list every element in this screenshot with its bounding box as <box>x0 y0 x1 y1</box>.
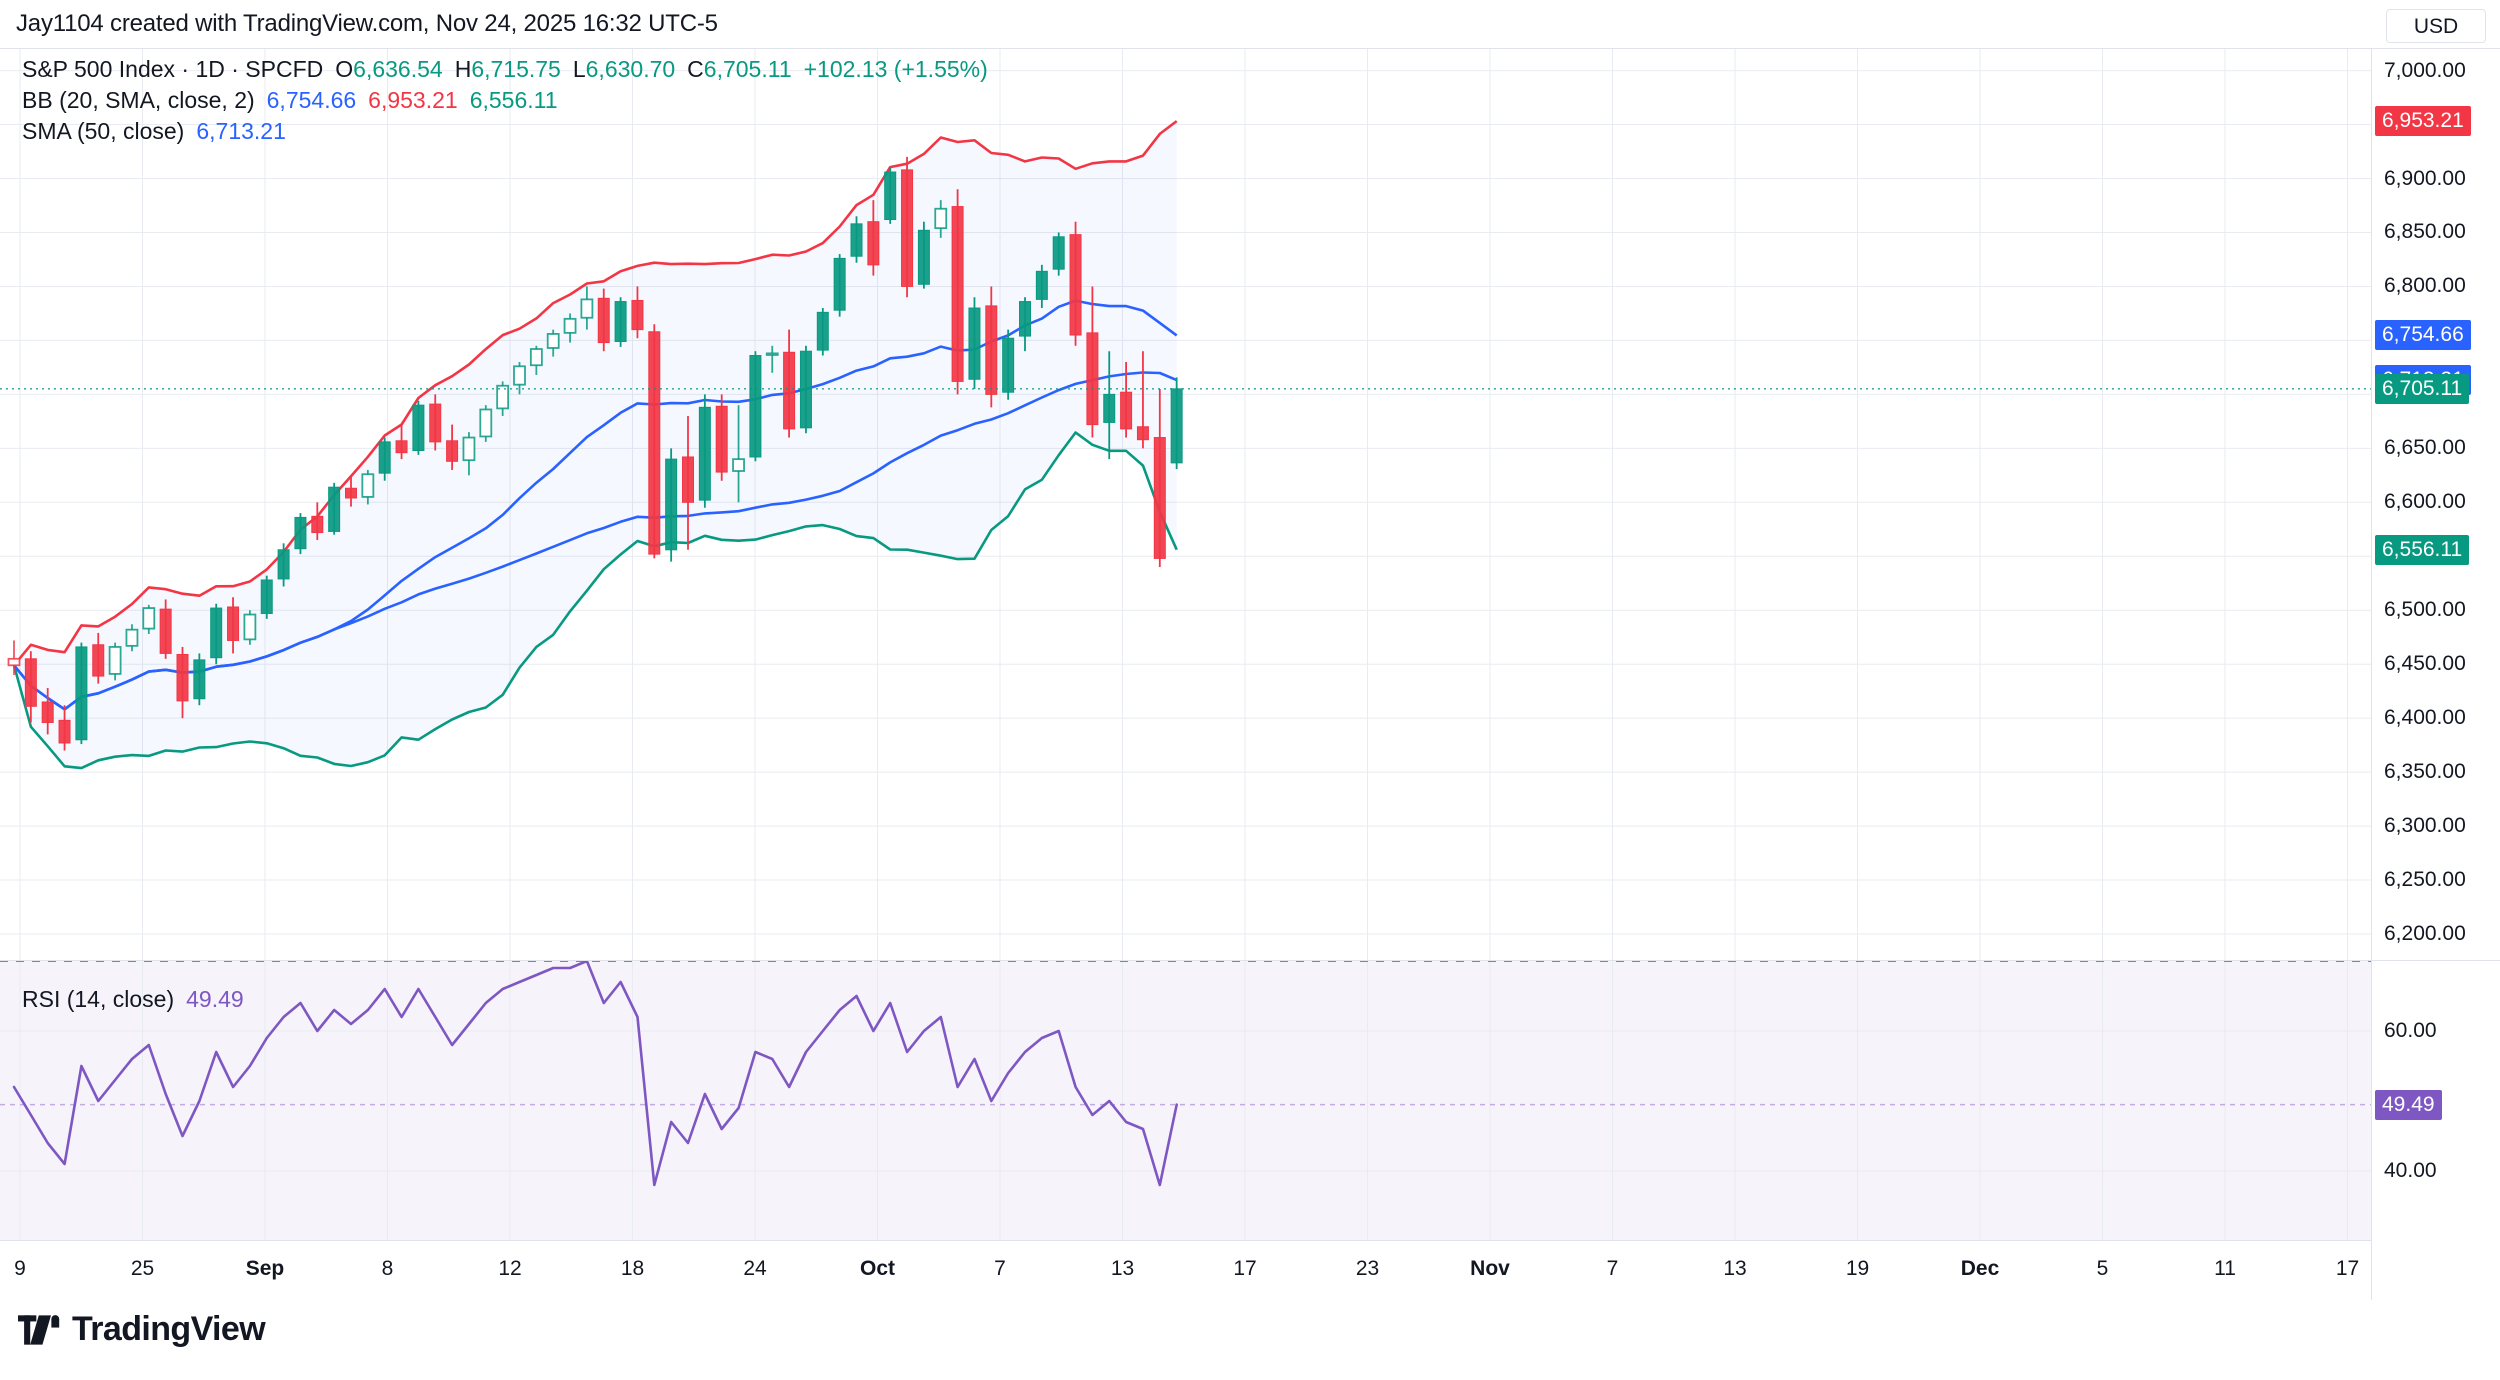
rsi-axis[interactable]: 60.00 40.00 49.49 <box>2372 960 2500 1240</box>
price-axis-tick: 6,800.00 <box>2384 274 2466 298</box>
time-axis[interactable]: 9 25 Sep 8 12 18 24 Oct 7 13 17 23 Nov 7 13 19 Dec 5 11 17 <box>0 1240 2372 1300</box>
price-axis-tick: 6,200.00 <box>2384 922 2466 946</box>
time-axis-tick: 13 <box>1110 1257 1135 1280</box>
time-axis-tick: 17 <box>2335 1257 2360 1280</box>
time-axis-tick: 17 <box>1233 1257 1257 1280</box>
price-axis-tick: 7,000.00 <box>2384 58 2466 82</box>
attribution-text: Jay1104 created with TradingView.com, No… <box>16 10 718 37</box>
price-axis-badge[interactable]: 6,556.11 <box>2375 534 2470 565</box>
time-axis-tick: 13 <box>1723 1257 1747 1280</box>
time-axis-tick: 12 <box>498 1257 522 1280</box>
time-axis-tick: 9 <box>14 1257 26 1280</box>
time-axis-tick: 23 <box>1355 1257 1380 1280</box>
price-axis-tick: 6,350.00 <box>2384 760 2466 784</box>
currency-chip[interactable]: USD <box>2386 9 2486 43</box>
rsi-axis-tick: 40.00 <box>2384 1159 2437 1182</box>
price-axis-tick: 6,300.00 <box>2384 814 2466 838</box>
rsi-chart-svg <box>0 961 2371 1240</box>
rsi-pane[interactable] <box>0 960 2372 1240</box>
time-axis-tick: Sep <box>245 1257 285 1280</box>
time-axis-tick: 24 <box>743 1257 767 1280</box>
time-axis-tick: 25 <box>130 1257 155 1280</box>
time-axis-tick: Nov <box>1470 1257 1510 1280</box>
price-axis-tick: 6,850.00 <box>2384 220 2466 244</box>
time-axis-tick: 18 <box>620 1257 645 1280</box>
tradingview-logo-icon <box>18 1314 60 1345</box>
time-axis-tick: Oct <box>859 1257 896 1280</box>
price-axis-tick: 6,400.00 <box>2384 706 2466 730</box>
time-axis-tick: 19 <box>1845 1257 1870 1280</box>
price-axis[interactable]: USD 7,000.00 6,900.00 6,850.00 6,800.00 6,65… <box>2372 9 2500 960</box>
price-axis-badge[interactable]: 6,705.11 <box>2375 373 2470 404</box>
time-axis-tick: 7 <box>1606 1257 1619 1280</box>
price-chart-pane[interactable] <box>0 48 2372 960</box>
tradingview-wordmark: TradingView <box>72 1310 266 1348</box>
time-axis-tick: 5 <box>2096 1257 2109 1280</box>
time-axis-tick: Dec <box>1960 1257 2000 1280</box>
rsi-axis-badge[interactable]: 49.49 <box>2375 1089 2442 1120</box>
time-axis-tick: 8 <box>381 1257 394 1280</box>
price-axis-tick: 6,650.00 <box>2384 436 2466 460</box>
rsi-axis-tick: 60.00 <box>2384 1019 2437 1042</box>
price-axis-tick: 6,250.00 <box>2384 868 2466 892</box>
price-axis-badge[interactable]: 6,754.66 <box>2375 320 2471 351</box>
price-axis-tick: 6,450.00 <box>2384 652 2466 676</box>
price-axis-tick: 6,900.00 <box>2384 166 2466 190</box>
time-axis-tick: 11 <box>2214 1257 2236 1280</box>
price-axis-tick: 6,600.00 <box>2384 490 2466 514</box>
time-axis-tick: 7 <box>994 1257 1006 1280</box>
footer-branding: TradingView <box>18 1310 266 1349</box>
price-chart-svg <box>0 49 2371 960</box>
price-axis-tick: 6,500.00 <box>2384 598 2466 622</box>
candle-series <box>7 156 1183 751</box>
price-axis-badge[interactable]: 6,953.21 <box>2375 106 2471 137</box>
